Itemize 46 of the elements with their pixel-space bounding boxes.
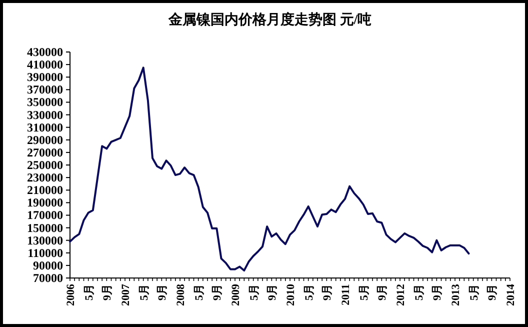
line-series bbox=[69, 66, 470, 272]
x-tick-label: 9月 bbox=[102, 284, 114, 300]
x-tick-label: 9月 bbox=[486, 284, 499, 300]
y-tick-label: 210000 bbox=[27, 183, 63, 198]
x-tick-label: 5月 bbox=[248, 284, 260, 300]
y-tick-label: 190000 bbox=[27, 196, 63, 210]
y-tick-label: 330000 bbox=[27, 108, 63, 122]
y-tick-label: 270000 bbox=[27, 145, 63, 160]
y-tick-label: 70000 bbox=[33, 271, 63, 285]
x-tick-label: 2008 bbox=[175, 284, 187, 306]
x-tick-label: 9月 bbox=[266, 284, 279, 300]
x-tick-label: 2006 bbox=[65, 284, 77, 306]
y-tick-label: 430000 bbox=[27, 45, 63, 59]
x-tick-label: 2009 bbox=[230, 284, 242, 306]
x-tick-label: 5月 bbox=[468, 284, 480, 300]
x-tick-label: 2014 bbox=[505, 284, 517, 306]
x-tick-label: 5月 bbox=[303, 284, 316, 300]
y-tick-label: 290000 bbox=[27, 132, 63, 147]
x-tick-label: 9月 bbox=[376, 284, 389, 300]
y-tick-label: 130000 bbox=[27, 233, 63, 248]
x-tick-label: 9月 bbox=[432, 284, 444, 300]
y-tick-label: 230000 bbox=[27, 170, 63, 185]
chart-title: 金属镍国内价格月度走势图 元/吨 bbox=[167, 11, 372, 28]
y-tick-label: 110000 bbox=[28, 246, 63, 260]
x-tick-label: 5月 bbox=[83, 284, 96, 300]
y-tick-label: 350000 bbox=[27, 95, 63, 110]
x-tick-label: 2010 bbox=[285, 284, 297, 306]
y-tick-label: 370000 bbox=[27, 82, 63, 97]
x-tick-label: 5月 bbox=[138, 284, 150, 300]
x-tick-label: 2011 bbox=[340, 284, 352, 306]
y-tick-label: 410000 bbox=[27, 58, 63, 72]
x-tick-label: 5月 bbox=[358, 284, 370, 300]
y-tick-label: 250000 bbox=[27, 158, 63, 172]
x-tick-label: 9月 bbox=[156, 284, 169, 300]
x-tick-label: 9月 bbox=[212, 284, 224, 300]
y-tick-label: 170000 bbox=[27, 208, 63, 222]
x-tick-label: 2013 bbox=[450, 284, 462, 306]
x-tick-label: 2007 bbox=[120, 284, 132, 306]
y-tick-label: 390000 bbox=[27, 70, 63, 84]
x-tick-label: 5月 bbox=[193, 284, 206, 300]
y-tick-label: 90000 bbox=[33, 258, 63, 272]
y-tick-label: 150000 bbox=[27, 220, 63, 235]
x-tick-label: 2012 bbox=[395, 284, 407, 306]
y-tick-label: 310000 bbox=[27, 120, 63, 134]
x-tick-label: 9月 bbox=[322, 284, 334, 300]
x-tick-label: 5月 bbox=[413, 284, 426, 300]
